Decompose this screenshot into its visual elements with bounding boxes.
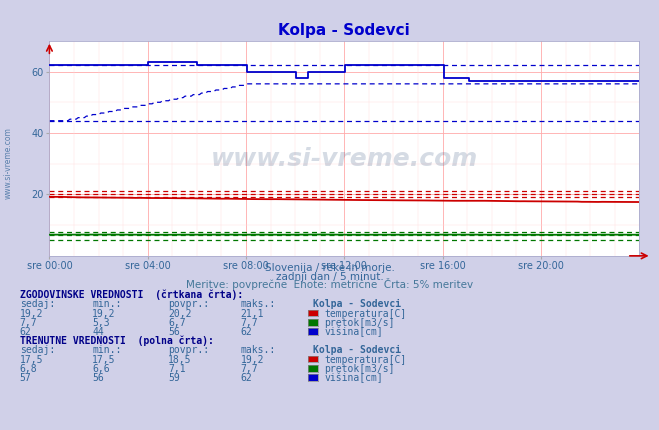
Text: Slovenija / reke in morje.: Slovenija / reke in morje.: [264, 263, 395, 273]
Text: 7,7: 7,7: [20, 318, 38, 328]
Text: 59: 59: [168, 373, 180, 383]
Text: 19,2: 19,2: [92, 309, 116, 319]
Text: povpr.:: povpr.:: [168, 299, 209, 310]
Text: ZGODOVINSKE VREDNOSTI  (črtkana črta):: ZGODOVINSKE VREDNOSTI (črtkana črta):: [20, 289, 243, 300]
Text: pretok[m3/s]: pretok[m3/s]: [324, 318, 395, 328]
Text: Meritve: povprečne  Enote: metrične  Črta: 5% meritev: Meritve: povprečne Enote: metrične Črta:…: [186, 278, 473, 290]
Text: 7,7: 7,7: [241, 364, 258, 374]
Text: 6,8: 6,8: [20, 364, 38, 374]
Text: TRENUTNE VREDNOSTI  (polna črta):: TRENUTNE VREDNOSTI (polna črta):: [20, 335, 214, 346]
Text: temperatura[C]: temperatura[C]: [324, 309, 407, 319]
Text: 17,5: 17,5: [20, 355, 43, 365]
Text: temperatura[C]: temperatura[C]: [324, 355, 407, 365]
Text: 56: 56: [92, 373, 104, 383]
Text: 5,3: 5,3: [92, 318, 110, 328]
Text: 62: 62: [241, 373, 252, 383]
Text: 6,6: 6,6: [92, 364, 110, 374]
Text: 56: 56: [168, 327, 180, 337]
Text: sedaj:: sedaj:: [20, 299, 55, 310]
Text: www.si-vreme.com: www.si-vreme.com: [211, 147, 478, 171]
Text: min.:: min.:: [92, 299, 122, 310]
Text: 6,7: 6,7: [168, 318, 186, 328]
Text: maks.:: maks.:: [241, 345, 275, 356]
Text: 62: 62: [241, 327, 252, 337]
Text: sedaj:: sedaj:: [20, 345, 55, 356]
Text: 7,1: 7,1: [168, 364, 186, 374]
Text: 44: 44: [92, 327, 104, 337]
Text: Kolpa - Sodevci: Kolpa - Sodevci: [313, 299, 401, 310]
Text: 17,5: 17,5: [92, 355, 116, 365]
Text: min.:: min.:: [92, 345, 122, 356]
Text: 19,2: 19,2: [20, 309, 43, 319]
Text: maks.:: maks.:: [241, 299, 275, 310]
Text: 19,2: 19,2: [241, 355, 264, 365]
Title: Kolpa - Sodevci: Kolpa - Sodevci: [279, 23, 410, 38]
Text: povpr.:: povpr.:: [168, 345, 209, 356]
Text: 7,7: 7,7: [241, 318, 258, 328]
Text: višina[cm]: višina[cm]: [324, 372, 383, 383]
Text: zadnji dan / 5 minut.: zadnji dan / 5 minut.: [275, 271, 384, 282]
Text: 62: 62: [20, 327, 32, 337]
Text: Kolpa - Sodevci: Kolpa - Sodevci: [313, 345, 401, 356]
Text: 18,5: 18,5: [168, 355, 192, 365]
Text: pretok[m3/s]: pretok[m3/s]: [324, 364, 395, 374]
Text: 21,1: 21,1: [241, 309, 264, 319]
Text: www.si-vreme.com: www.si-vreme.com: [3, 127, 13, 200]
Text: 57: 57: [20, 373, 32, 383]
Text: 20,2: 20,2: [168, 309, 192, 319]
Text: višina[cm]: višina[cm]: [324, 326, 383, 337]
